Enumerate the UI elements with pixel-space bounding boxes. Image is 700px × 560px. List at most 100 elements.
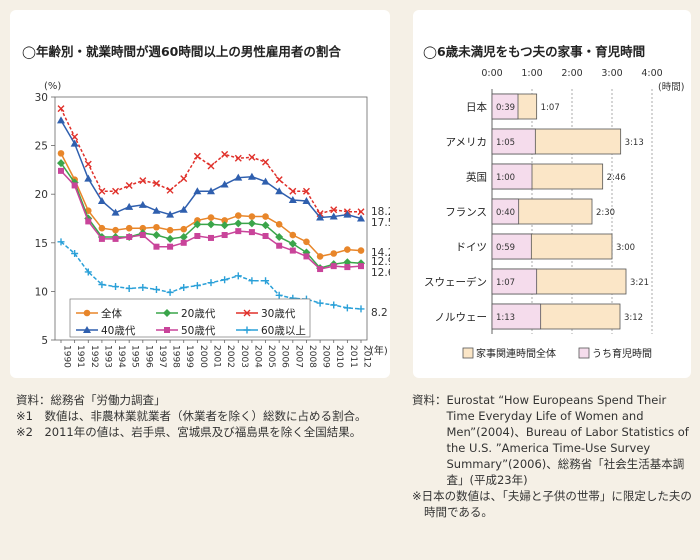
legend-marker-1 bbox=[163, 309, 171, 317]
y-tick-label: 25 bbox=[35, 141, 48, 153]
point-s2-14 bbox=[248, 153, 256, 161]
point-s5-12 bbox=[221, 276, 229, 284]
point-s5-7-shape bbox=[152, 285, 160, 293]
legend-label-total: 家事関連時間全体 bbox=[476, 347, 556, 360]
point-s4-0-shape bbox=[58, 167, 64, 174]
point-s0-3 bbox=[98, 224, 106, 232]
x-tick-label: 2006 bbox=[280, 345, 290, 368]
left-notes: 資料： 総務省「労働力調査」 ※1 数値は、非農林業就業者（休業者を除く）総数に… bbox=[16, 392, 386, 440]
point-s0-17-shape bbox=[289, 231, 297, 239]
point-s2-11 bbox=[207, 162, 215, 170]
point-s0-11 bbox=[207, 214, 215, 221]
point-s5-5 bbox=[125, 284, 133, 292]
note-1: ※1 数値は、非農林業就業者（休業者を除く）総数に占める割合。 bbox=[16, 409, 367, 423]
point-s3-22 bbox=[357, 214, 365, 222]
point-s4-2-shape bbox=[85, 218, 92, 225]
legend-label-2: 30歳代 bbox=[261, 308, 296, 320]
point-s5-0-shape bbox=[57, 238, 65, 246]
point-s1-8 bbox=[166, 234, 175, 243]
point-s0-0-shape bbox=[57, 150, 65, 157]
point-s2-7 bbox=[152, 180, 160, 188]
point-s0-4 bbox=[112, 226, 119, 234]
point-s0-0 bbox=[57, 150, 65, 157]
point-s0-16-shape bbox=[275, 221, 283, 228]
point-s4-1 bbox=[71, 182, 78, 189]
y-unit-label: (%) bbox=[44, 81, 61, 92]
point-s5-6 bbox=[139, 284, 147, 292]
point-s0-5 bbox=[125, 224, 133, 232]
x-tick-label: 2004 bbox=[252, 345, 262, 368]
point-s4-15-shape bbox=[262, 232, 269, 239]
point-s2-8-shape bbox=[166, 186, 174, 194]
point-s2-9-shape bbox=[180, 175, 188, 183]
legend-box bbox=[69, 298, 311, 338]
point-s3-9 bbox=[179, 205, 188, 213]
point-s0-6 bbox=[139, 224, 147, 232]
end-label-1: 12.9 bbox=[371, 256, 390, 268]
point-s5-5-shape bbox=[125, 284, 133, 292]
point-s4-10-shape bbox=[194, 232, 201, 239]
point-s0-20 bbox=[330, 250, 338, 257]
bar-childcare bbox=[491, 128, 536, 155]
point-s2-22 bbox=[357, 208, 365, 216]
point-s2-12 bbox=[221, 150, 229, 158]
series-line-2 bbox=[60, 108, 361, 215]
note-2: ※2 2011年の値は、岩手県、宮城県及び福島県を除く全国結果。 bbox=[16, 425, 362, 439]
point-s4-7 bbox=[153, 243, 160, 250]
point-s4-19-shape bbox=[317, 266, 324, 273]
point-s0-19-shape bbox=[316, 253, 324, 260]
point-s5-3 bbox=[98, 281, 106, 289]
legend-marker-1-shape bbox=[163, 309, 171, 317]
point-s5-1 bbox=[71, 249, 79, 257]
x-tick-label: 1999 bbox=[184, 345, 194, 368]
point-s2-3 bbox=[98, 187, 106, 195]
legend-label-0: 全体 bbox=[101, 307, 122, 320]
point-s5-9-shape bbox=[180, 284, 188, 292]
point-s5-22-shape bbox=[357, 305, 365, 313]
point-s3-16-shape bbox=[275, 187, 284, 195]
point-s0-8 bbox=[166, 226, 174, 234]
point-s3-13 bbox=[234, 173, 243, 181]
point-s1-18-shape bbox=[302, 248, 311, 257]
total-value-label: 1:07 bbox=[541, 103, 560, 113]
point-s1-10 bbox=[193, 220, 202, 229]
bar-childcare bbox=[491, 93, 519, 120]
x-tick-label: 2008 bbox=[307, 345, 317, 368]
point-s1-14 bbox=[247, 219, 256, 228]
point-s4-12 bbox=[221, 232, 228, 239]
legend-marker-0 bbox=[83, 309, 91, 317]
point-s0-6-shape bbox=[139, 224, 147, 232]
point-s4-19 bbox=[317, 266, 324, 273]
point-s5-9 bbox=[180, 284, 188, 292]
end-label-4: 12.6 bbox=[371, 267, 390, 279]
point-s3-7 bbox=[152, 206, 161, 214]
x-tick-label: 1:00 bbox=[521, 68, 542, 79]
y-tick-label: 20 bbox=[35, 189, 48, 201]
point-s0-22-shape bbox=[357, 247, 365, 254]
point-s0-7-shape bbox=[153, 223, 160, 231]
point-s3-0-shape bbox=[57, 116, 65, 124]
point-s4-2 bbox=[85, 218, 92, 225]
point-s1-13-shape bbox=[234, 219, 243, 228]
point-s3-6-shape bbox=[138, 200, 147, 208]
legend-marker-2-shape bbox=[243, 309, 251, 317]
point-s0-12-shape bbox=[221, 217, 228, 224]
point-s3-8 bbox=[166, 210, 175, 218]
point-s4-14-shape bbox=[248, 229, 255, 236]
series-line-3 bbox=[60, 119, 362, 220]
note-source-right: 資料： Eurostat “How Europeans Spend Their … bbox=[412, 393, 689, 487]
point-s4-9 bbox=[180, 239, 187, 246]
legend-marker-5-shape bbox=[243, 326, 251, 334]
legend-marker-5 bbox=[243, 326, 251, 334]
point-s4-7-shape bbox=[153, 243, 160, 250]
point-s4-6-shape bbox=[139, 232, 146, 239]
x-tick-label: 1994 bbox=[116, 345, 126, 368]
point-s4-10 bbox=[194, 232, 201, 239]
point-s2-10-shape bbox=[193, 152, 201, 160]
point-s3-3 bbox=[97, 197, 106, 205]
end-label-0: 14.2 bbox=[371, 247, 390, 259]
x-tick-label: 1993 bbox=[102, 345, 112, 368]
point-s2-20-shape bbox=[330, 206, 338, 214]
point-s2-3-shape bbox=[98, 187, 106, 195]
point-s2-6-shape bbox=[139, 177, 147, 185]
